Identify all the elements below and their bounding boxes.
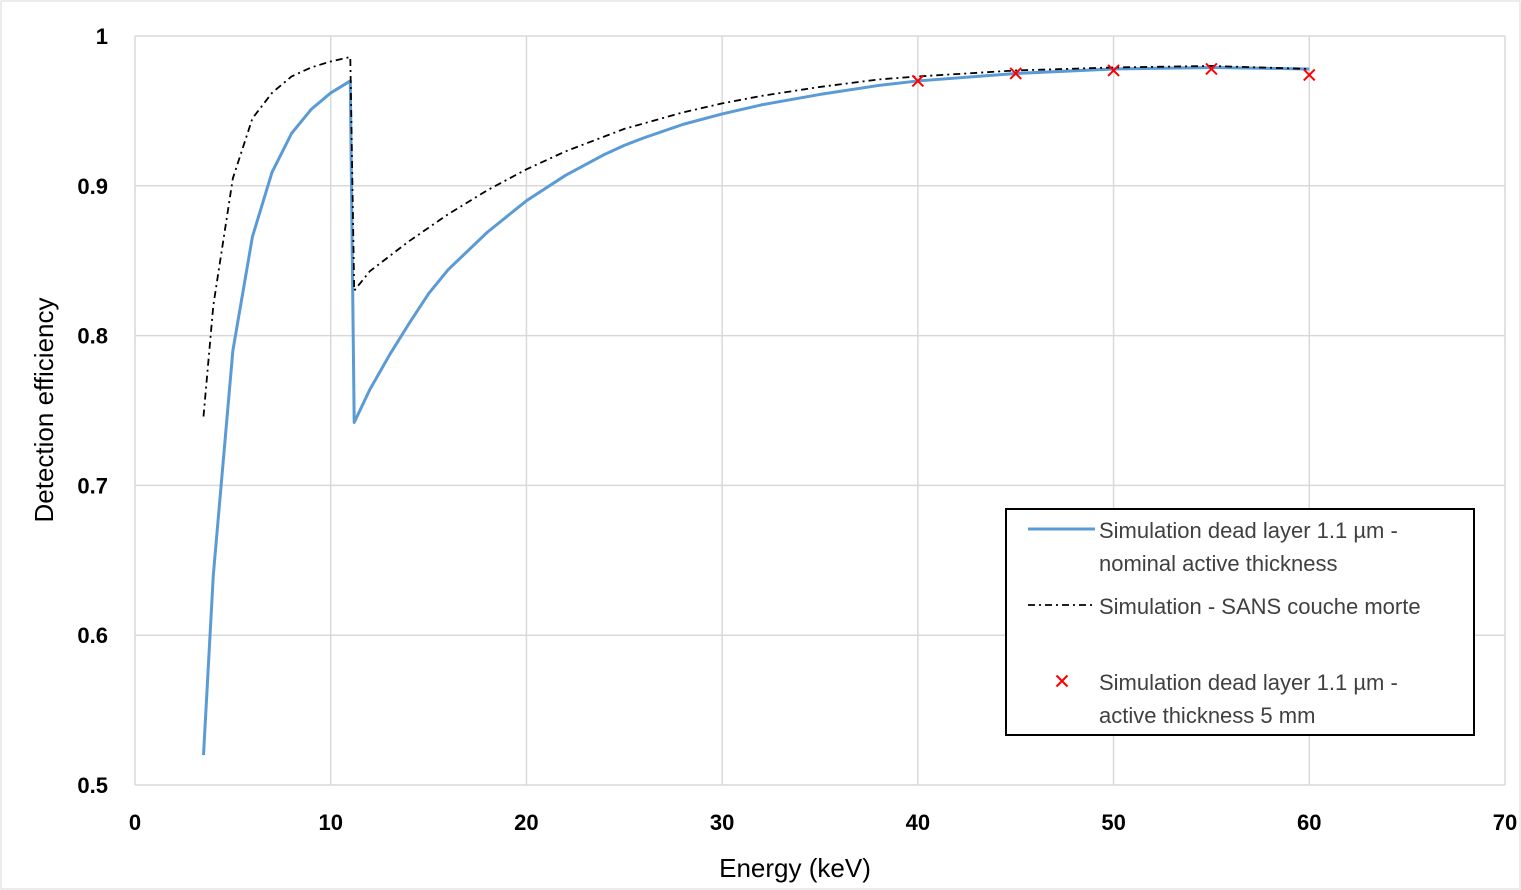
legend-label: nominal active thickness: [1099, 551, 1337, 576]
data-series: [202, 56, 1316, 756]
axis-tick-labels: 0.50.60.70.80.910 10 20 30 40 50 60 70: [77, 24, 1517, 835]
series-markers-2: [911, 62, 1316, 88]
x-tick-label: 50: [1101, 810, 1125, 835]
data-point-marker: [1107, 64, 1120, 77]
legend: Simulation dead layer 1.1 µm - nominal ac…: [1005, 508, 1475, 736]
y-tick-label: 0.8: [77, 324, 108, 349]
y-tick-label: 0.5: [77, 773, 108, 798]
y-tick-label: 0.9: [77, 174, 108, 199]
x-tick-label: 60: [1297, 810, 1321, 835]
legend-label: Simulation dead layer 1.1 µm -: [1099, 670, 1398, 695]
legend-box: [1005, 508, 1475, 736]
y-axis-title: Detection efficiency: [29, 298, 59, 523]
series-line-0: [202, 65, 1310, 756]
x-axis-title: Energy (keV): [719, 853, 871, 883]
series-line-1: [202, 56, 1310, 417]
x-tick-label: 40: [906, 810, 930, 835]
legend-entry-0: Simulation dead layer 1.1 µm - nominal ac…: [1028, 518, 1398, 576]
y-tick-label: 0.6: [77, 623, 108, 648]
legend-marker: [1055, 674, 1069, 688]
x-tick-label: 0: [129, 810, 141, 835]
data-point-marker: [1205, 62, 1218, 76]
data-point-marker: [1009, 67, 1022, 80]
legend-label: active thickness 5 mm: [1099, 703, 1315, 728]
data-point-marker: [1303, 68, 1316, 82]
x-tick-label: 20: [514, 810, 538, 835]
x-tick-label: 70: [1493, 810, 1517, 835]
legend-label: Simulation dead layer 1.1 µm -: [1099, 518, 1398, 543]
x-tick-label: 30: [710, 810, 734, 835]
x-tick-label: 10: [318, 810, 342, 835]
legend-label: Simulation - SANS couche morte: [1099, 594, 1421, 619]
data-point-marker: [911, 74, 925, 88]
y-tick-label: 1: [96, 24, 108, 49]
y-tick-label: 0.7: [77, 473, 108, 498]
legend-entry-1: Simulation - SANS couche morte: [1028, 594, 1421, 619]
legend-entry-2: Simulation dead layer 1.1 µm - active thi…: [1055, 670, 1398, 728]
